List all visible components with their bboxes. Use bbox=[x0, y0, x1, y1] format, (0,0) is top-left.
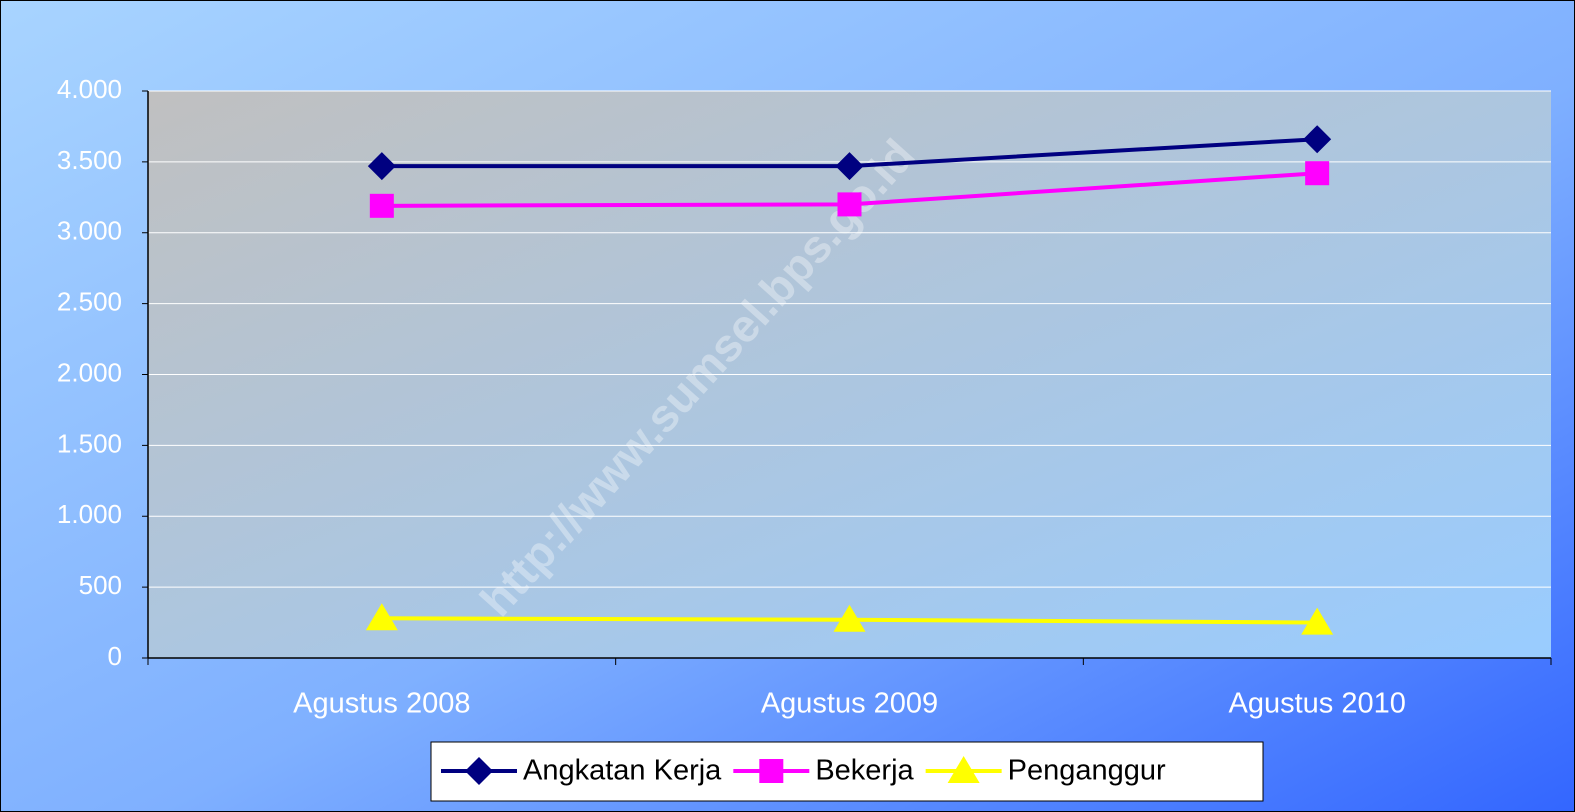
y-tick-label: 4.000 bbox=[57, 74, 122, 104]
marker bbox=[1303, 125, 1332, 154]
marker bbox=[1301, 607, 1334, 635]
y-tick-label: 0 bbox=[108, 641, 122, 671]
legend-label: Angkatan Kerja bbox=[523, 755, 722, 787]
y-tick-label: 500 bbox=[79, 570, 122, 600]
marker bbox=[369, 193, 394, 218]
y-tick-label: 3.500 bbox=[57, 145, 122, 175]
marker bbox=[835, 152, 864, 181]
x-tick-label: Agustus 2008 bbox=[293, 688, 470, 720]
legend-box bbox=[430, 741, 1264, 802]
legend-label: Penganggur bbox=[1008, 755, 1166, 787]
y-tick-label: 2.500 bbox=[57, 287, 122, 317]
x-tick-label: Agustus 2009 bbox=[761, 688, 938, 720]
y-tick-label: 2.000 bbox=[57, 357, 122, 387]
marker bbox=[465, 757, 493, 785]
marker bbox=[367, 152, 396, 181]
legend-label: Bekerja bbox=[815, 755, 914, 787]
marker bbox=[833, 604, 866, 632]
marker bbox=[365, 603, 398, 631]
marker bbox=[837, 192, 862, 217]
x-tick-label: Agustus 2010 bbox=[1228, 688, 1405, 720]
y-tick-label: 1.000 bbox=[57, 499, 122, 529]
marker bbox=[1305, 161, 1330, 186]
marker bbox=[947, 756, 980, 783]
marker bbox=[759, 759, 784, 783]
legend: Angkatan Kerja Bekerja Penganggur bbox=[430, 741, 1264, 802]
y-tick-label: 1.500 bbox=[57, 428, 122, 458]
y-tick-label: 3.000 bbox=[57, 216, 122, 246]
